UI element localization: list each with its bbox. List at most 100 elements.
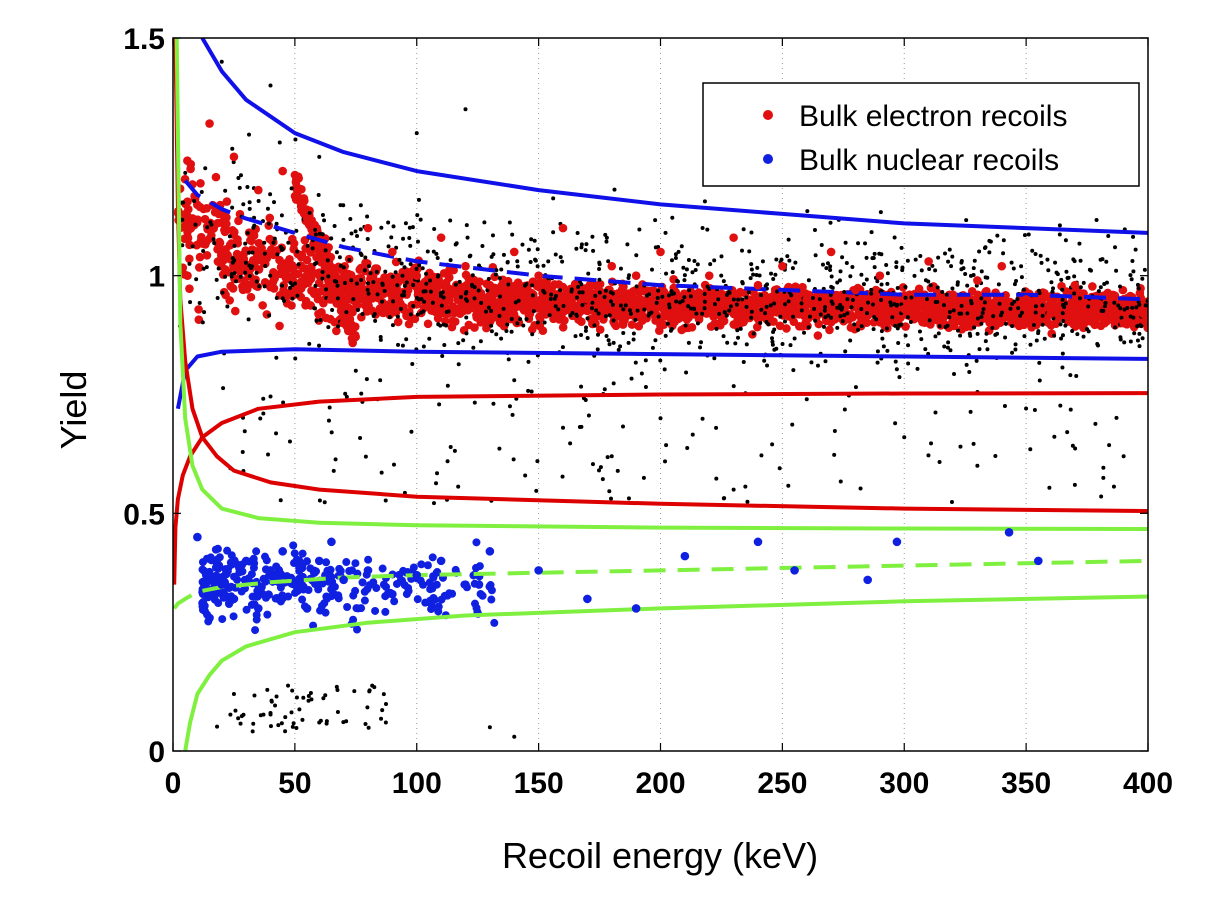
other-cloud-dot bbox=[736, 297, 741, 302]
electron-cloud-dot bbox=[1093, 308, 1102, 318]
other-cloud-dot bbox=[1119, 315, 1124, 320]
other-cloud-dot bbox=[830, 285, 835, 290]
other-cloud-dot bbox=[977, 347, 982, 352]
nuclear-cloud-dot bbox=[358, 578, 367, 587]
other-cloud-dot bbox=[905, 315, 910, 320]
other-cloud-dot bbox=[1019, 310, 1024, 315]
other-cloud-dot bbox=[598, 465, 603, 470]
other-cloud-dot bbox=[471, 345, 476, 350]
electron-cloud-dot bbox=[634, 287, 644, 297]
other-cloud-dot bbox=[1094, 217, 1099, 222]
electron-cloud-dot bbox=[532, 281, 542, 291]
other-cloud-dot bbox=[439, 303, 444, 308]
nuclear-cloud-dot bbox=[298, 564, 307, 573]
other-cloud-dot bbox=[643, 358, 648, 363]
other-cloud-dot bbox=[881, 344, 886, 349]
other-cloud-dot bbox=[241, 712, 246, 717]
other-cloud-dot bbox=[674, 299, 679, 304]
other-cloud-dot bbox=[885, 281, 890, 286]
data-point bbox=[851, 285, 860, 295]
other-cloud-dot bbox=[583, 328, 588, 333]
other-cloud-dot bbox=[667, 302, 672, 307]
other-cloud-dot bbox=[1075, 332, 1080, 337]
data-point bbox=[378, 378, 383, 383]
nuclear-cloud-dot bbox=[343, 602, 352, 611]
other-cloud-dot bbox=[279, 247, 284, 252]
nuclear-cloud-dot bbox=[291, 588, 300, 597]
other-cloud-dot bbox=[262, 284, 267, 289]
other-cloud-dot bbox=[306, 693, 311, 698]
electron-cloud-dot bbox=[475, 309, 484, 319]
electron-cloud-dot bbox=[275, 321, 284, 331]
other-cloud-dot bbox=[341, 237, 346, 242]
other-cloud-dot bbox=[603, 232, 608, 237]
other-cloud-dot bbox=[607, 342, 612, 347]
electron-cloud-dot bbox=[265, 213, 275, 223]
nuclear-cloud-dot bbox=[290, 549, 299, 558]
nuclear-cloud-dot bbox=[210, 572, 219, 581]
other-cloud-dot bbox=[1142, 267, 1147, 272]
other-cloud-dot bbox=[266, 221, 271, 226]
other-cloud-dot bbox=[347, 257, 352, 262]
other-cloud-dot bbox=[279, 213, 284, 218]
other-cloud-dot bbox=[597, 468, 602, 473]
other-cloud-dot bbox=[320, 212, 325, 217]
other-cloud-dot bbox=[925, 297, 930, 302]
other-cloud-dot bbox=[560, 259, 565, 264]
other-cloud-dot bbox=[714, 425, 719, 430]
other-cloud-dot bbox=[793, 260, 798, 265]
data-point bbox=[1121, 454, 1126, 459]
other-cloud-dot bbox=[579, 384, 584, 389]
other-cloud-dot bbox=[295, 249, 300, 254]
electron-cloud-dot bbox=[221, 225, 231, 234]
other-cloud-dot bbox=[840, 255, 845, 260]
other-cloud-dot bbox=[621, 307, 626, 312]
other-cloud-dot bbox=[333, 457, 338, 462]
other-cloud-dot bbox=[202, 310, 207, 315]
other-cloud-dot bbox=[879, 329, 884, 334]
other-cloud-dot bbox=[371, 280, 376, 285]
band-curve bbox=[173, 558, 1148, 610]
nuclear-cloud-dot bbox=[252, 615, 261, 624]
other-cloud-dot bbox=[354, 281, 359, 286]
other-cloud-dot bbox=[749, 230, 754, 235]
other-cloud-dot bbox=[843, 349, 848, 354]
other-cloud-dot bbox=[335, 709, 340, 714]
other-cloud-dot bbox=[792, 336, 797, 341]
electron-cloud-dot bbox=[595, 325, 605, 334]
other-cloud-dot bbox=[486, 305, 491, 310]
other-cloud-dot bbox=[1101, 475, 1106, 480]
other-cloud-dot bbox=[326, 418, 331, 423]
other-cloud-dot bbox=[656, 288, 661, 293]
other-cloud-dot bbox=[1024, 406, 1029, 411]
other-cloud-dot bbox=[979, 321, 984, 326]
other-cloud-dot bbox=[712, 302, 717, 307]
other-cloud-dot bbox=[590, 234, 595, 239]
other-cloud-dot bbox=[744, 295, 749, 300]
other-cloud-dot bbox=[515, 259, 520, 264]
other-cloud-dot bbox=[358, 251, 363, 256]
other-cloud-dot bbox=[604, 334, 609, 339]
other-cloud-dot bbox=[809, 360, 814, 365]
other-cloud-dot bbox=[765, 363, 770, 368]
other-cloud-dot bbox=[1058, 403, 1063, 408]
other-cloud-dot bbox=[328, 236, 333, 241]
other-cloud-dot bbox=[553, 293, 558, 298]
electron-cloud-dot bbox=[558, 323, 568, 332]
nuclear-cloud-dot bbox=[219, 593, 228, 602]
electron-cloud-dot bbox=[194, 305, 203, 314]
other-cloud-dot bbox=[993, 332, 998, 337]
other-cloud-dot bbox=[708, 262, 713, 267]
other-cloud-dot bbox=[823, 359, 828, 364]
other-cloud-dot bbox=[425, 249, 430, 254]
other-cloud-dot bbox=[838, 303, 843, 308]
other-cloud-dot bbox=[497, 276, 502, 281]
data-point bbox=[778, 261, 787, 271]
other-cloud-dot bbox=[549, 292, 554, 297]
other-cloud-dot bbox=[427, 336, 432, 341]
other-cloud-dot bbox=[214, 277, 219, 282]
electron-cloud-dot bbox=[195, 202, 205, 212]
data-point bbox=[254, 604, 263, 613]
y-tick-label: 0.5 bbox=[123, 498, 165, 531]
other-cloud-dot bbox=[788, 343, 793, 348]
